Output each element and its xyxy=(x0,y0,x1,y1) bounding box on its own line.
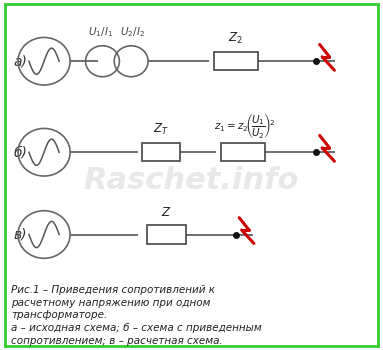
Text: б): б) xyxy=(13,145,27,159)
Bar xyxy=(214,52,257,70)
Text: а – исходная схема; б – схема с приведенным: а – исходная схема; б – схема с приведен… xyxy=(11,323,262,333)
Text: трансформаторе.: трансформаторе. xyxy=(11,310,108,321)
Text: $Z_T$: $Z_T$ xyxy=(153,122,169,137)
Text: $U_2/I_2$: $U_2/I_2$ xyxy=(120,25,145,39)
Text: расчетному напряжению при одном: расчетному напряжению при одном xyxy=(11,298,211,308)
Text: в): в) xyxy=(13,228,27,241)
Text: Рис.1 – Приведения сопротивлений к: Рис.1 – Приведения сопротивлений к xyxy=(11,285,216,295)
Text: $z_1{=}z_2\!\left(\!\dfrac{U_1}{U_2}\!\right)^{\!2}$: $z_1{=}z_2\!\left(\!\dfrac{U_1}{U_2}\!\r… xyxy=(214,111,275,140)
Text: а): а) xyxy=(13,54,27,68)
Text: $Z$: $Z$ xyxy=(161,206,172,219)
Bar xyxy=(221,143,265,161)
Text: $U_1/I_1$: $U_1/I_1$ xyxy=(88,25,113,39)
Bar xyxy=(147,225,186,244)
Text: сопротивлением; в – расчетная схема.: сопротивлением; в – расчетная схема. xyxy=(11,336,223,346)
Text: Raschet.info: Raschet.info xyxy=(84,166,299,195)
Bar xyxy=(142,143,180,161)
Text: $Z_2$: $Z_2$ xyxy=(228,31,243,46)
